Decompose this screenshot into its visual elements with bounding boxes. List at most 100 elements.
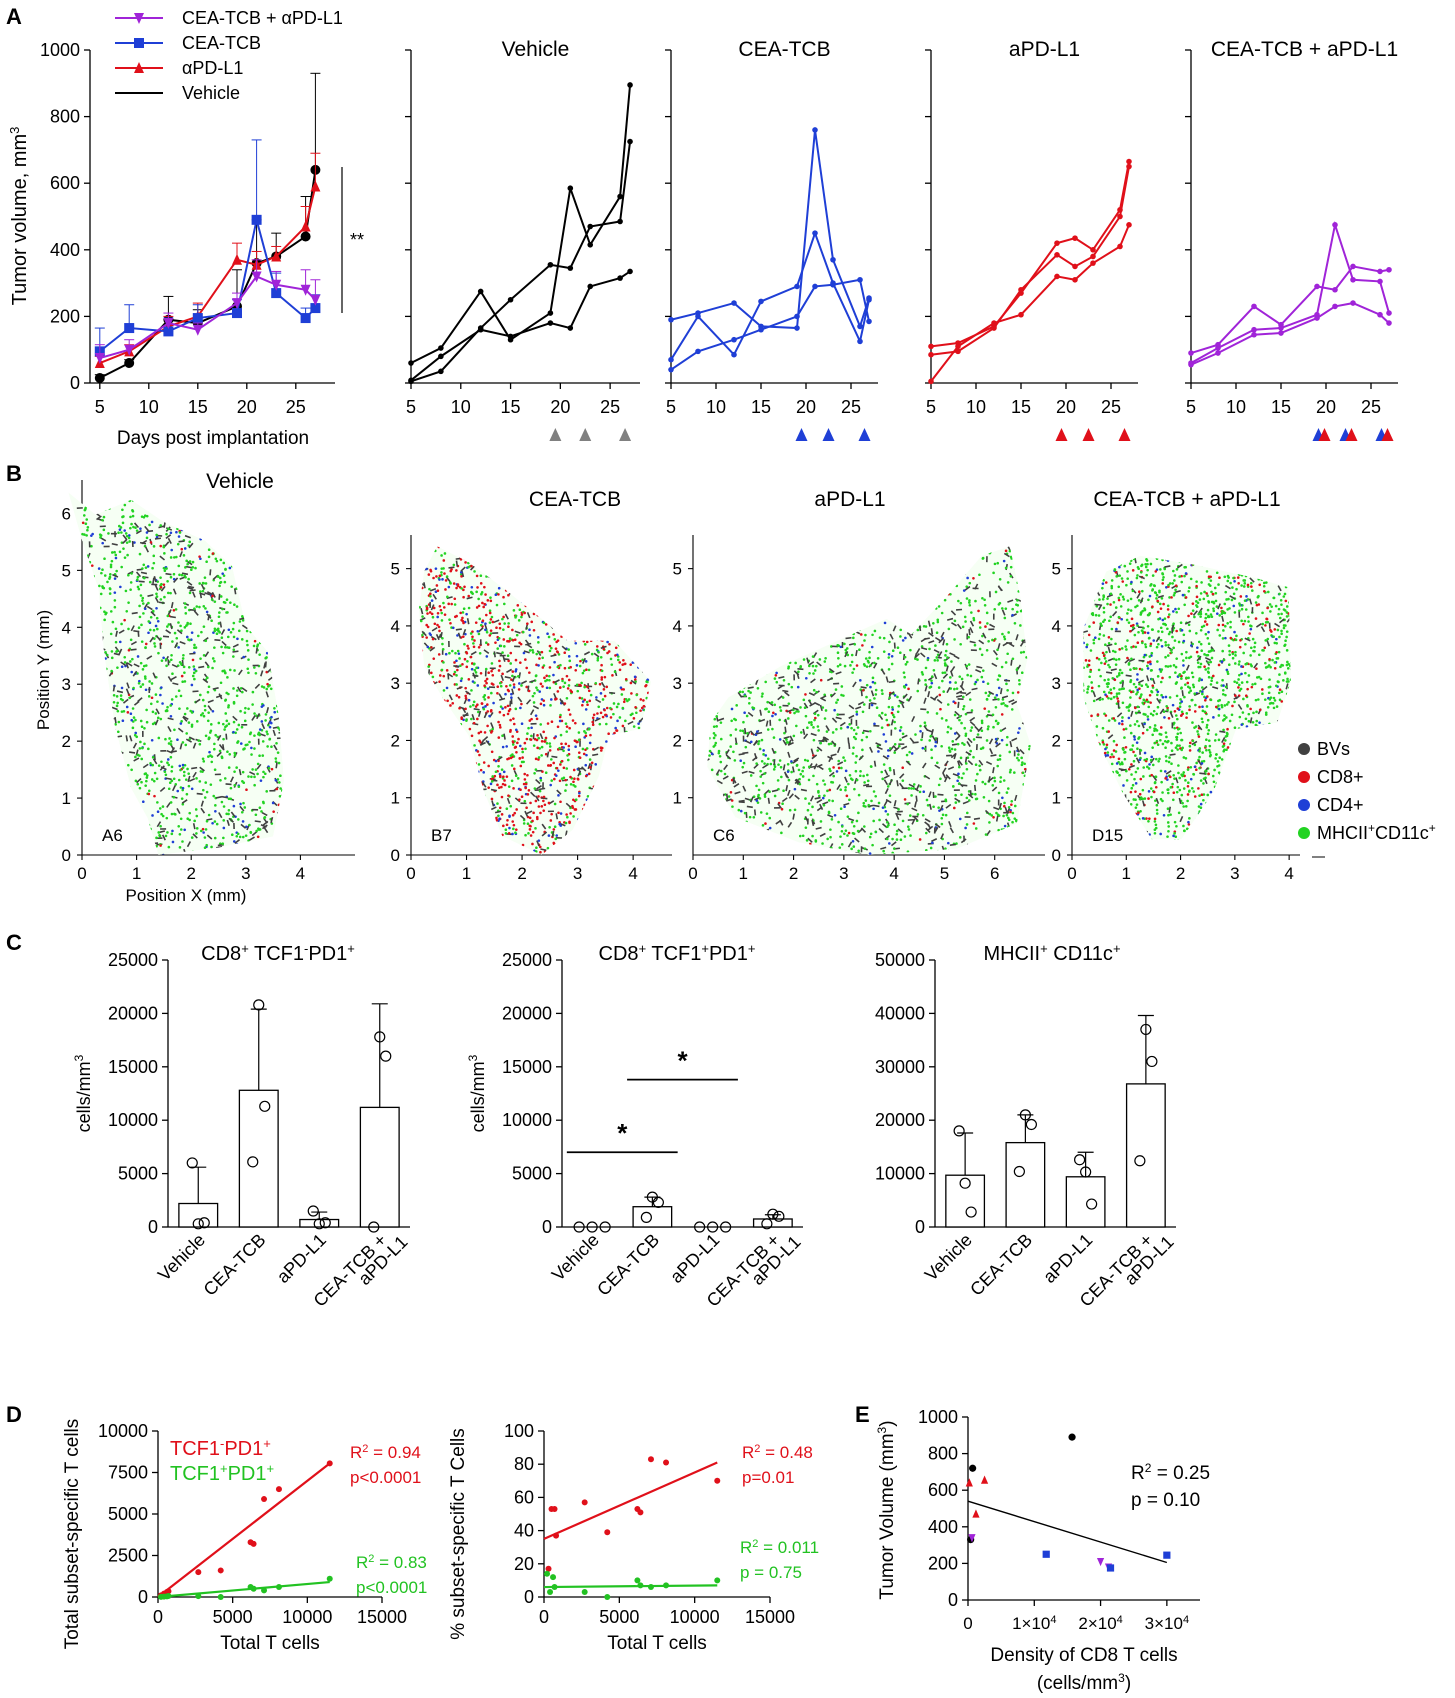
a-cea-point: [758, 326, 764, 333]
b-map-1-cell: [217, 615, 221, 619]
b-map-1-cell: [99, 492, 102, 494]
b-map-2-cell: [495, 818, 499, 822]
b-map-2-cell: [495, 626, 498, 630]
b-map-1-vessel: [169, 615, 176, 619]
b-map-2-vessel: [485, 739, 491, 746]
b-map-1-vessel: [167, 725, 172, 732]
b-map-1-cell: [262, 801, 265, 805]
b-map-1-cell: [85, 518, 89, 521]
b-map-2-vessel: [452, 817, 458, 824]
b-map-1-cell: [173, 631, 177, 635]
a-apdl1-point: [1072, 276, 1078, 283]
b-map-2-cell: [455, 659, 458, 663]
b-map-2-vessel: [413, 653, 418, 657]
b-map-1-cell: [304, 783, 307, 786]
b-map-1-cell: [224, 712, 228, 715]
b-map-1-cell: [347, 700, 350, 703]
b-map-2-cell: [609, 706, 612, 710]
b-map-1-cell: [287, 806, 290, 809]
b-map-2-cell: [565, 783, 568, 787]
b-map-2-cell: [436, 724, 439, 728]
b-map-1-cell: [323, 605, 326, 608]
b-map-1-cell: [223, 777, 227, 780]
b-map-1-cell: [289, 763, 292, 766]
b-map-1-cell: [89, 681, 93, 685]
b-map-1-cell: [235, 728, 239, 731]
b-map-2-cell: [568, 726, 571, 730]
b-map-2-cell: [423, 707, 427, 711]
b-map-2-cell: [615, 826, 618, 830]
b-map-1-cell: [306, 673, 309, 676]
b-map-1-cell: [113, 550, 116, 554]
b-map-1-cell: [116, 730, 120, 734]
b-map-1-vessel: [324, 835, 328, 840]
b-map-1-vessel: [232, 715, 238, 722]
a-mean-point: [124, 323, 135, 334]
a-vehicle-point: [507, 296, 514, 303]
b-map-2-cell: [473, 539, 476, 542]
b-map-1-vessel: [135, 571, 142, 578]
b-map-2-cell: [638, 776, 641, 780]
b-map-2-cell: [542, 703, 546, 707]
b-map-2-cell: [415, 723, 418, 726]
b-map-1-cell: [339, 695, 342, 698]
b-map-2-cell: [585, 668, 588, 672]
b-map-1-cell: [145, 776, 149, 779]
b-map-2-cell: [560, 552, 564, 556]
b-map-2-cell: [435, 584, 439, 587]
b-map-1-vessel: [321, 805, 325, 810]
b-map-1-cell: [227, 812, 230, 816]
b-map-1-cell: [314, 667, 317, 670]
b-map-1-cell: [285, 734, 288, 737]
b-map-2-cell: [569, 600, 573, 604]
b-map-1-cell: [228, 668, 232, 672]
b-map-2-vessel: [517, 696, 523, 703]
b-map-2-vessel: [644, 795, 651, 801]
b-map-2-cell: [656, 596, 659, 599]
b-map-1-cell: [180, 662, 183, 666]
b-map-1-cell: [347, 642, 350, 645]
b-map-1-cell: [208, 750, 211, 754]
b-map-1-title: Vehicle: [206, 470, 274, 493]
b-map-1-cell: [228, 849, 232, 852]
a-vehicle-point: [438, 368, 444, 375]
b-map-1-cell: [271, 576, 274, 579]
b-map-2-cell: [467, 594, 471, 598]
b-map-1-cell: [288, 609, 291, 612]
b-map-2-cell: [639, 709, 642, 712]
b-map-1-cell: [134, 851, 137, 855]
b-map-2-cell: [426, 784, 429, 788]
b-map-1-cell: [227, 766, 231, 769]
b-map-2-cell: [554, 572, 558, 576]
b-map-1-cell: [108, 739, 111, 742]
b-map-2-cell: [465, 778, 468, 781]
b-map-2-vessel: [520, 680, 528, 685]
a-cea-point: [794, 325, 800, 331]
b-map-1-cell: [155, 836, 158, 840]
b-map-2-cell: [581, 807, 585, 811]
b-map-1-cell: [231, 510, 234, 514]
b-map-1-vessel: [196, 492, 200, 495]
b-map-1-cell: [211, 594, 214, 598]
a-cea-point: [668, 356, 674, 363]
b-map-1-cell: [183, 680, 187, 683]
b-map-2-cell: [639, 698, 643, 701]
b-map-2-cell: [607, 650, 611, 653]
b-map-1-vessel: [176, 629, 183, 635]
b-map-1-cell: [185, 500, 188, 504]
b-map-1-cell: [179, 722, 183, 725]
b-map-1-vessel: [256, 763, 262, 770]
b-map-1-cell: [262, 775, 265, 779]
b-map-2-cell: [600, 552, 604, 556]
b-map-1-cell: [283, 763, 285, 766]
b-map-2-y-tick-label: 2: [391, 731, 400, 750]
b-map-2-vessel: [541, 823, 547, 830]
a-vehicle-point: [627, 138, 633, 145]
b-map-2-cell: [658, 822, 661, 825]
b-map-1-cell: [147, 620, 151, 623]
b-map-1-cell: [295, 745, 298, 748]
b-map-2-cell: [476, 778, 480, 781]
b-map-1-vessel: [104, 813, 109, 820]
b-map-1-vessel: [317, 785, 319, 791]
b-map-1-cell: [87, 701, 91, 704]
